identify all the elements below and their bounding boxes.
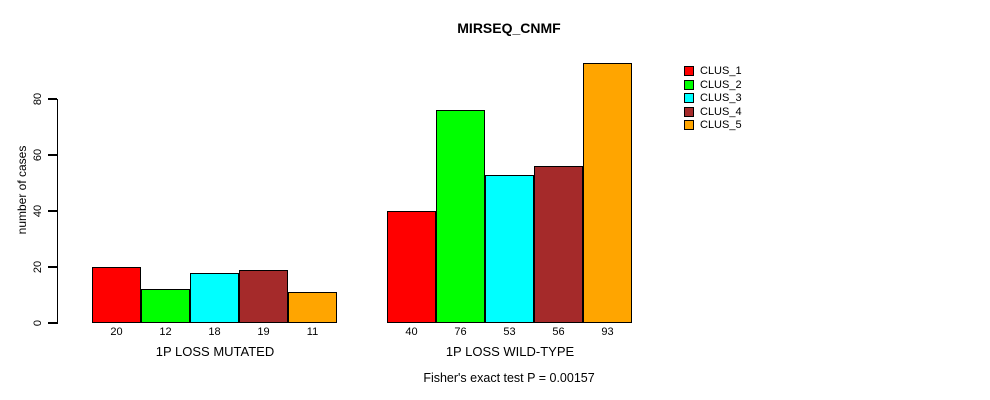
y-axis-tick-label: 20 bbox=[32, 260, 44, 274]
caption-fisher-test: Fisher's exact test P = 0.00157 bbox=[423, 371, 595, 385]
y-axis-tick bbox=[47, 322, 57, 324]
bar-clus_1 bbox=[387, 211, 436, 323]
bar-value-label: 40 bbox=[405, 326, 418, 338]
group-label-mutated: 1P LOSS MUTATED bbox=[155, 344, 275, 359]
bar-value-label: 56 bbox=[552, 326, 565, 338]
bar-value-label: 76 bbox=[454, 326, 467, 338]
bar-value-label: 93 bbox=[601, 326, 614, 338]
legend-swatch bbox=[684, 120, 694, 130]
legend-label: CLUS_4 bbox=[700, 105, 742, 118]
legend-swatch bbox=[684, 66, 694, 76]
bar-clus_2 bbox=[436, 110, 485, 323]
bar-value-label: 53 bbox=[503, 326, 516, 338]
bar-value-label: 11 bbox=[306, 326, 319, 338]
chart-title: MIRSEQ_CNMF bbox=[457, 20, 561, 36]
y-axis-line bbox=[56, 99, 58, 324]
bar-clus_4 bbox=[534, 166, 583, 323]
legend-swatch bbox=[684, 106, 694, 117]
y-axis-tick-label: 40 bbox=[32, 204, 44, 218]
y-axis-tick-label: 0 bbox=[32, 319, 44, 327]
legend-label: CLUS_5 bbox=[700, 119, 742, 131]
bar-clus_4 bbox=[239, 269, 288, 323]
legend-swatch bbox=[684, 93, 694, 103]
bar-value-label: 12 bbox=[159, 326, 172, 338]
group-label-wild-type: 1P LOSS WILD-TYPE bbox=[445, 344, 575, 359]
legend-label: CLUS_1 bbox=[700, 65, 742, 77]
y-axis-tick bbox=[47, 154, 57, 156]
bar-clus_1 bbox=[92, 267, 141, 323]
legend: CLUS_1 CLUS_2 CLUS_3 CLUS_4 CLUS_5 bbox=[684, 65, 742, 131]
legend-label: CLUS_2 bbox=[700, 78, 742, 91]
legend-item-clus_1: CLUS_1 bbox=[684, 65, 742, 77]
bar-clus_2 bbox=[141, 289, 190, 323]
y-axis-tick-label: 80 bbox=[32, 92, 44, 106]
legend-item-clus_5: CLUS_5 bbox=[684, 119, 742, 131]
legend-item-clus_2: CLUS_2 bbox=[684, 78, 742, 91]
bar-clus_3 bbox=[190, 272, 239, 323]
bar-value-label: 18 bbox=[208, 326, 221, 338]
bar-value-label: 19 bbox=[257, 326, 270, 338]
y-axis-tick bbox=[47, 210, 57, 212]
bar-clus_3 bbox=[485, 174, 534, 323]
legend-swatch bbox=[684, 79, 694, 90]
bar-value-label: 20 bbox=[110, 326, 123, 338]
legend-label: CLUS_3 bbox=[700, 92, 742, 104]
y-axis-tick bbox=[47, 266, 57, 268]
legend-item-clus_4: CLUS_4 bbox=[684, 105, 742, 118]
legend-item-clus_3: CLUS_3 bbox=[684, 92, 742, 104]
y-axis-tick-label: 60 bbox=[32, 148, 44, 162]
y-axis-tick bbox=[47, 98, 57, 100]
bar-clus_5 bbox=[583, 62, 632, 323]
bar-clus_5 bbox=[288, 292, 337, 323]
